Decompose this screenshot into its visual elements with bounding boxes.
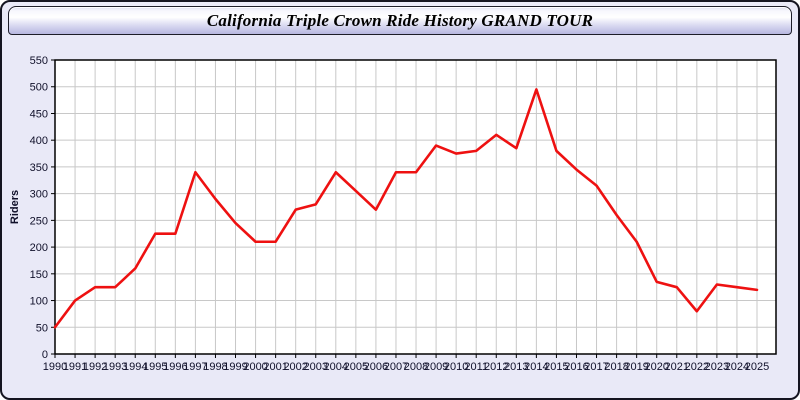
- x-tick-label: 2011: [464, 361, 488, 373]
- y-tick-label: 50: [36, 322, 48, 334]
- chart-title-bar: California Triple Crown Ride History GRA…: [8, 6, 792, 35]
- x-tick-label: 2009: [424, 361, 448, 373]
- x-tick-label: 2014: [524, 361, 548, 373]
- x-tick-label: 1994: [123, 361, 147, 373]
- y-tick-label: 200: [30, 242, 48, 254]
- x-tick-label: 2013: [504, 361, 528, 373]
- y-tick-label: 450: [30, 108, 48, 120]
- x-tick-label: 1990: [43, 361, 67, 373]
- plot-border: [54, 59, 777, 355]
- gridlines: [55, 60, 776, 354]
- x-tick-label: 2020: [644, 361, 668, 373]
- chart-title: California Triple Crown Ride History GRA…: [206, 10, 594, 30]
- x-tick-label: 2018: [604, 361, 628, 373]
- x-tick-label: 2016: [564, 361, 588, 373]
- riders-line-chart: 0501001502002503003504004505005501990199…: [9, 55, 777, 373]
- x-tick-label: 1997: [183, 361, 207, 373]
- chart-region: 0 50 100 150 200 250 300 350 400 450 500 550 1990 199…: [2, 37, 798, 398]
- x-tick-label: 1996: [163, 361, 187, 373]
- x-tick-label: 2025: [745, 361, 769, 373]
- x-tick-label: 2000: [243, 361, 267, 373]
- x-tick-label: 1998: [203, 361, 227, 373]
- x-tick-label: 1999: [223, 361, 247, 373]
- series-line-riders: [53, 88, 759, 329]
- x-tick-label: 2005: [344, 361, 368, 373]
- y-tick-label: 400: [30, 135, 48, 147]
- y-tick-label: 250: [30, 215, 48, 227]
- x-tick-label: 2021: [665, 361, 689, 373]
- x-tick-label: 2019: [624, 361, 648, 373]
- y-tick-label: 500: [30, 82, 48, 94]
- y-tick-label: 550: [30, 55, 48, 67]
- x-tick-label: 2015: [544, 361, 568, 373]
- x-axis-labels: 1990199119921993199419951996199719981999…: [43, 361, 769, 373]
- x-tick-label: 2012: [484, 361, 508, 373]
- x-tick-label: 2023: [705, 361, 729, 373]
- x-tick-label: 2010: [444, 361, 468, 373]
- y-tick-label: 150: [30, 269, 48, 281]
- x-tick-label: 2017: [584, 361, 608, 373]
- x-tick-label: 1995: [143, 361, 167, 373]
- y-axis-labels: 0 50 100 150 200 250 300 350 400 450 500 550: [30, 55, 48, 361]
- y-axis-title: Riders: [9, 190, 21, 224]
- y-tick-label: 100: [30, 296, 48, 308]
- y-tick-label: 300: [30, 189, 48, 201]
- axis-ticks: [51, 59, 758, 358]
- x-tick-label: 2022: [685, 361, 709, 373]
- x-tick-label: 1993: [103, 361, 127, 373]
- plot-area: [55, 60, 776, 354]
- y-tick-label: 0: [42, 349, 48, 361]
- x-tick-label: 2003: [304, 361, 328, 373]
- x-tick-label: 2024: [725, 361, 749, 373]
- x-tick-label: 2008: [404, 361, 428, 373]
- x-tick-label: 1992: [83, 361, 107, 373]
- x-tick-label: 2004: [324, 361, 348, 373]
- y-tick-label: 350: [30, 162, 48, 174]
- x-tick-label: 1991: [63, 361, 87, 373]
- x-tick-label: 2002: [283, 361, 307, 373]
- x-tick-label: 2007: [384, 361, 408, 373]
- x-tick-label: 2006: [364, 361, 388, 373]
- x-tick-label: 2001: [263, 361, 287, 373]
